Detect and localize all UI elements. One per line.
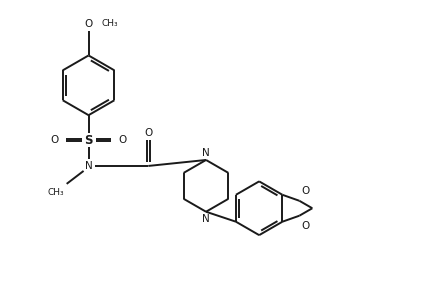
Text: O: O: [301, 186, 310, 196]
Text: N: N: [202, 148, 210, 158]
Text: S: S: [84, 134, 93, 146]
Text: N: N: [85, 161, 93, 171]
Text: N: N: [202, 214, 210, 224]
Text: O: O: [50, 135, 59, 145]
Text: O: O: [118, 135, 126, 145]
Text: CH₃: CH₃: [47, 188, 64, 197]
Text: O: O: [144, 128, 152, 138]
Text: O: O: [301, 221, 310, 231]
Text: O: O: [85, 19, 93, 29]
Text: CH₃: CH₃: [102, 19, 118, 28]
